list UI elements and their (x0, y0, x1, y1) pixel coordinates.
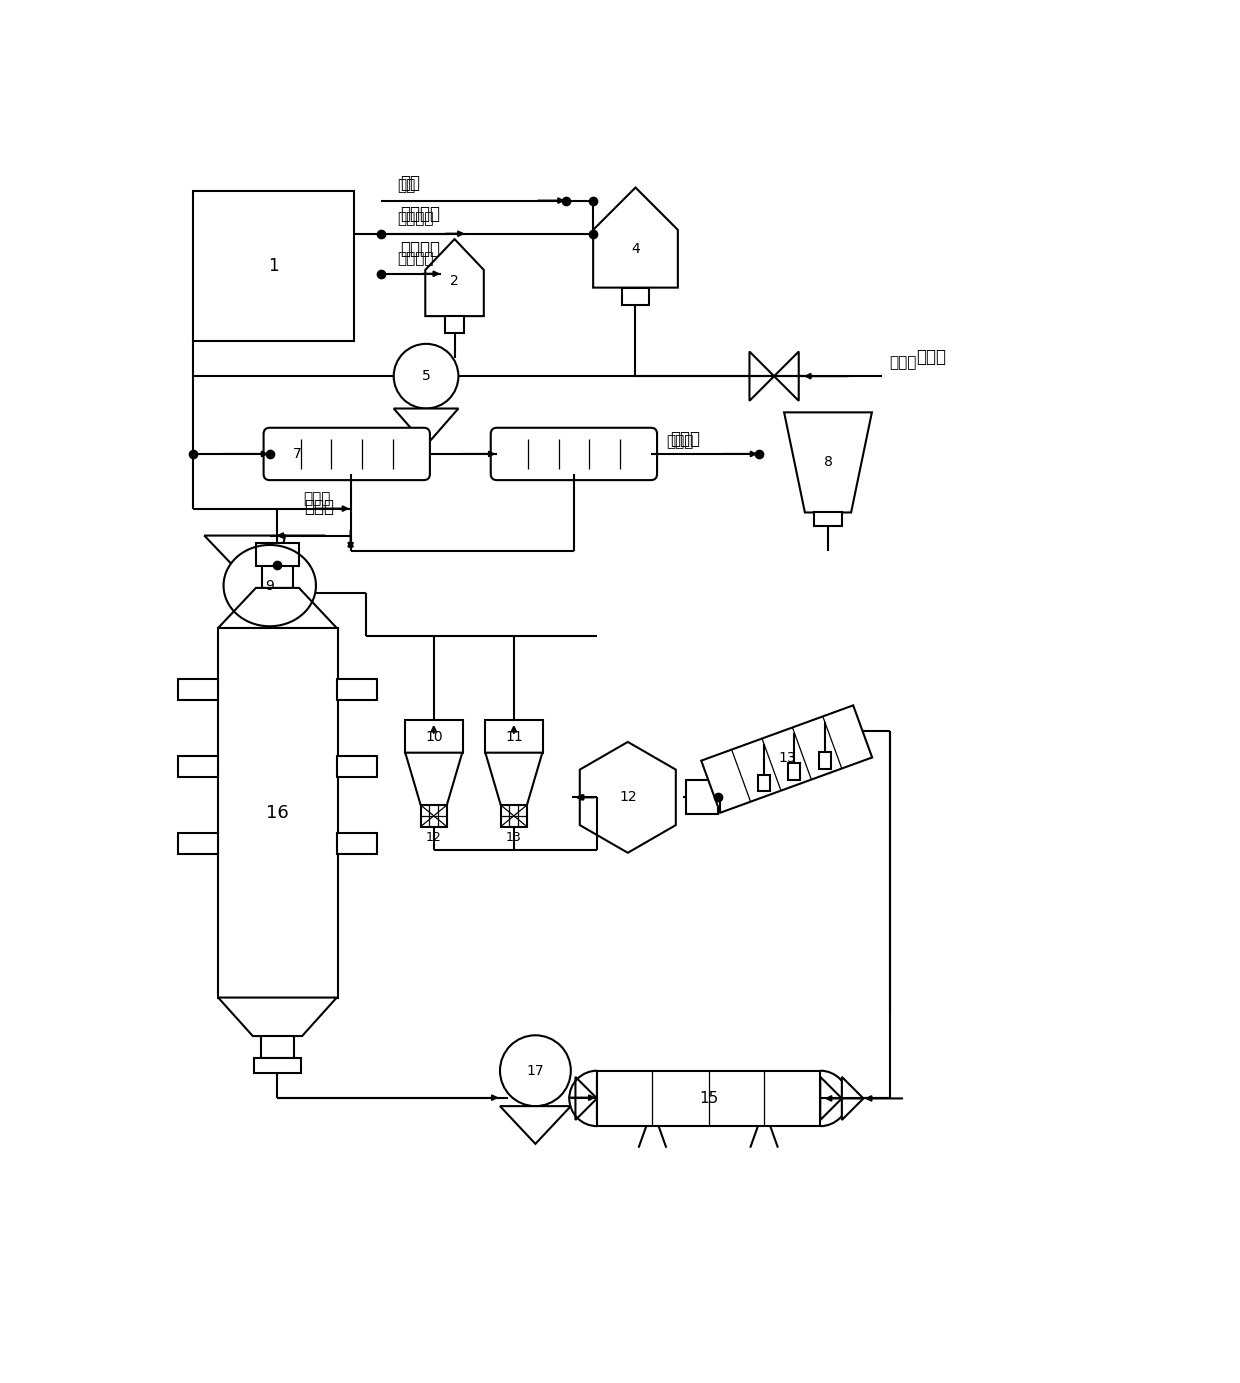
Bar (815, 513, 842, 527)
Polygon shape (702, 705, 872, 813)
Bar (405, 721, 463, 752)
Text: 稀释剂: 稀释剂 (889, 355, 916, 369)
Text: 氢水: 氢水 (401, 174, 420, 192)
Text: 10: 10 (425, 729, 443, 744)
Polygon shape (218, 588, 337, 628)
Text: 12: 12 (619, 790, 636, 805)
Circle shape (394, 344, 459, 408)
Text: 氢水: 氢水 (397, 177, 415, 192)
Bar (254, 1058, 300, 1073)
Text: 17: 17 (527, 1064, 544, 1077)
Bar (485, 721, 543, 752)
Polygon shape (749, 351, 774, 401)
Bar (179, 755, 218, 777)
Bar (179, 833, 218, 855)
Text: 13: 13 (506, 831, 522, 844)
Polygon shape (580, 741, 676, 853)
Text: 7: 7 (293, 447, 301, 461)
Polygon shape (842, 1077, 863, 1120)
Bar (789, 763, 801, 780)
Bar (818, 752, 831, 769)
Text: 粗焦油渣: 粗焦油渣 (397, 250, 433, 266)
Polygon shape (575, 1077, 596, 1120)
Bar (596, 1070, 821, 1126)
Text: 8: 8 (823, 455, 832, 469)
Text: 焦油渣: 焦油渣 (304, 498, 335, 516)
Bar (337, 755, 377, 777)
FancyBboxPatch shape (264, 427, 430, 480)
Bar (179, 679, 218, 700)
Bar (337, 833, 377, 855)
Bar (758, 774, 770, 791)
Polygon shape (223, 545, 316, 626)
Bar (255, 544, 299, 567)
Text: 粗煤焦油: 粗煤焦油 (397, 210, 433, 225)
Text: 9: 9 (265, 578, 274, 592)
Polygon shape (593, 188, 678, 288)
Text: 12: 12 (425, 831, 441, 844)
Bar (621, 288, 650, 304)
Polygon shape (774, 351, 799, 401)
Text: 11: 11 (505, 729, 523, 744)
Bar (262, 564, 293, 588)
Text: 焦油渣: 焦油渣 (303, 491, 330, 506)
Text: 煤焦油: 煤焦油 (666, 434, 693, 449)
Polygon shape (784, 412, 872, 513)
Bar (501, 805, 527, 827)
Text: 2: 2 (450, 274, 459, 289)
Text: 4: 4 (631, 242, 640, 256)
Polygon shape (405, 752, 463, 805)
Text: 稀释剂: 稀释剂 (916, 349, 946, 366)
Circle shape (500, 1036, 570, 1106)
Polygon shape (485, 752, 542, 805)
Text: 13: 13 (779, 751, 796, 765)
Text: 煤焦油: 煤焦油 (670, 430, 701, 448)
Bar (260, 1036, 294, 1058)
Polygon shape (394, 408, 459, 445)
Polygon shape (500, 1106, 570, 1144)
Bar (445, 317, 464, 333)
Text: 粗焦油渣: 粗焦油渣 (401, 241, 440, 259)
Polygon shape (205, 535, 285, 570)
Bar (686, 780, 718, 815)
Bar (337, 679, 377, 700)
Bar (420, 805, 446, 827)
Polygon shape (821, 1077, 842, 1120)
Bar (218, 628, 337, 997)
Text: 1: 1 (268, 257, 279, 275)
FancyBboxPatch shape (491, 427, 657, 480)
Text: 5: 5 (422, 369, 430, 383)
Text: 粗煤焦油: 粗煤焦油 (401, 205, 440, 223)
Text: 15: 15 (699, 1091, 718, 1106)
Text: 16: 16 (267, 804, 289, 822)
Polygon shape (425, 239, 484, 317)
Bar (192, 191, 355, 340)
Polygon shape (218, 997, 337, 1036)
